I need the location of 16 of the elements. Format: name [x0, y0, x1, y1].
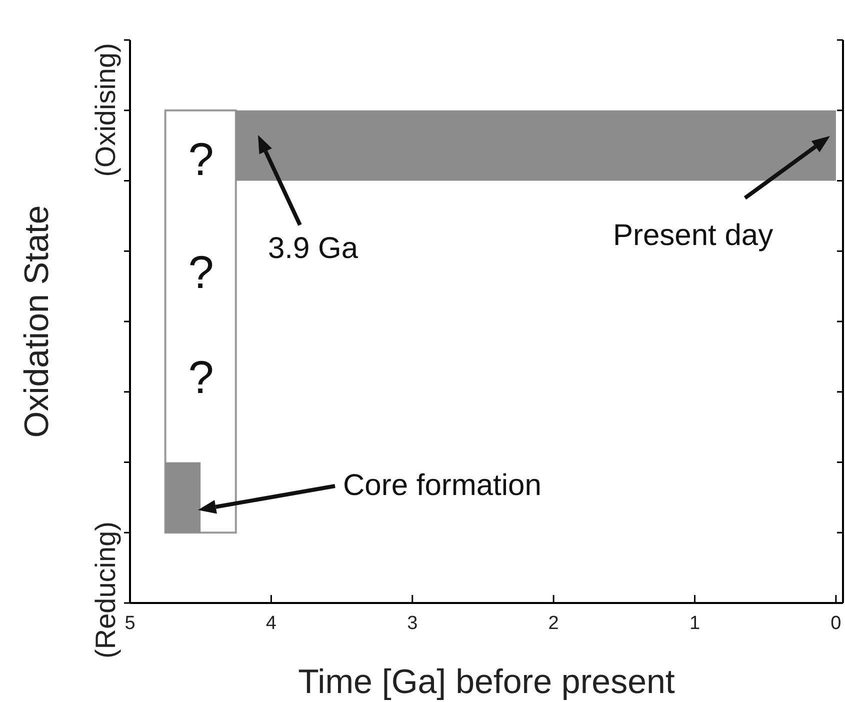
- x-tick-label: 4: [266, 613, 277, 634]
- annotation: ?: [188, 246, 214, 298]
- x-tick-label: 0: [830, 613, 842, 634]
- annotation: Core formation: [343, 469, 542, 502]
- x-tick-label: 5: [124, 613, 136, 634]
- x-axis-title: Time [Ga] before present: [298, 663, 676, 701]
- annotation: ?: [188, 351, 214, 403]
- x-tick-label: 2: [548, 613, 559, 634]
- annotation: Present day: [613, 219, 774, 252]
- x-tick-label: 1: [689, 613, 700, 634]
- y-axis-title: Oxidation State: [18, 205, 56, 438]
- annotation: ?: [188, 133, 214, 185]
- text: (Oxidising): [90, 43, 121, 177]
- x-tick-label: 3: [407, 613, 418, 634]
- text: (Reducing): [90, 522, 121, 658]
- annotation: 3.9 Ga: [268, 232, 358, 265]
